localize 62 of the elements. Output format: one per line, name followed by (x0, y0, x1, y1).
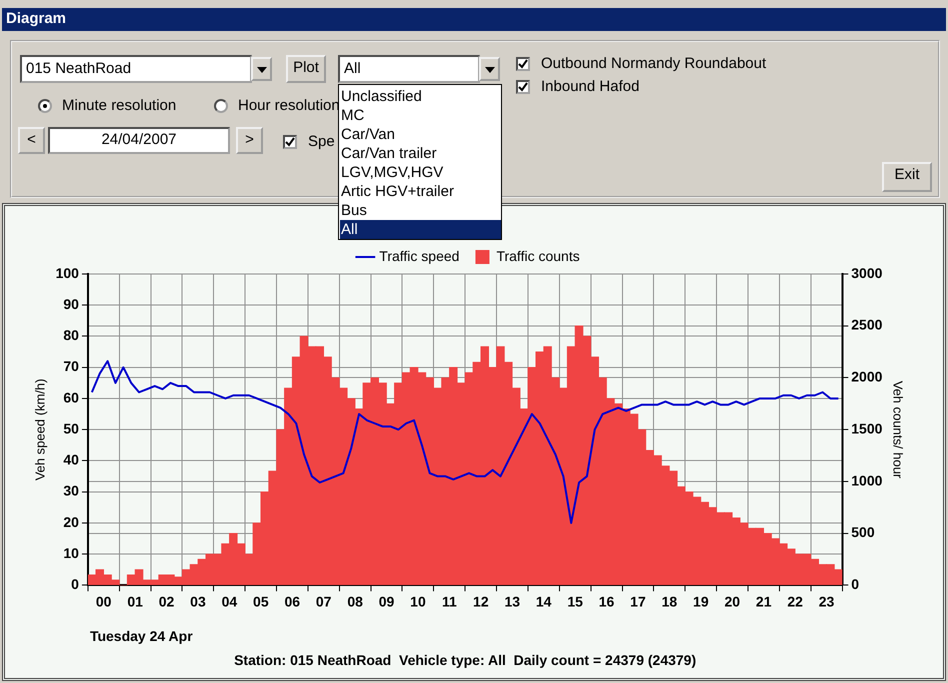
x-tick-label: 18 (662, 593, 678, 610)
x-tick-label: 21 (756, 593, 772, 610)
text: Diagram (2, 8, 946, 31)
y-tick-label: 90 (63, 296, 80, 312)
y2-axis-title: Veh counts/ hour (890, 380, 906, 480)
y-tick-label: 0 (71, 576, 80, 592)
text: Hour resolution (238, 96, 340, 116)
y-tick-label: 50 (63, 420, 80, 436)
x-tick-label: 23 (818, 593, 835, 610)
x-tick-label: 16 (598, 593, 615, 610)
y-axis-title: Veh speed (km/h) (32, 378, 48, 481)
x-tick-label: 12 (473, 593, 489, 610)
y-tick-label: 70 (63, 358, 80, 374)
text: Spe (308, 132, 335, 152)
x-tick-label: 09 (378, 593, 395, 610)
x-tick-label: 06 (284, 593, 300, 610)
x-tick-label: 04 (222, 593, 238, 610)
text: Minute resolution (62, 96, 176, 116)
text: All (338, 55, 480, 83)
legend-label: Traffic speed (379, 248, 460, 264)
x-tick-label: 07 (316, 593, 332, 610)
x-tick-label: 11 (442, 593, 457, 610)
y2-tick-label: 0 (851, 576, 860, 592)
x-tick-label: 01 (127, 593, 144, 610)
x-tick-label: 05 (253, 593, 269, 610)
y2-tick-label: 3000 (851, 264, 883, 281)
x-tick-label: 10 (410, 593, 426, 610)
text: > (236, 127, 263, 154)
y-tick-label: 20 (63, 514, 80, 530)
text: Plot (286, 55, 326, 83)
legend-label: Traffic counts (496, 248, 580, 264)
x-tick-label: 19 (693, 593, 709, 610)
y2-tick-label: 1000 (851, 472, 883, 488)
text: Outbound Normandy Roundabout (541, 54, 766, 74)
y-tick-label: 30 (63, 482, 80, 499)
y2-tick-label: 1500 (851, 420, 883, 436)
x-tick-label: 02 (158, 593, 175, 610)
y-tick-label: 40 (63, 452, 80, 468)
text: Exit (882, 162, 932, 192)
x-tick-label: 00 (96, 593, 112, 610)
x-tick-label: 15 (567, 593, 584, 610)
y-tick-label: 80 (63, 327, 80, 344)
y2-tick-label: 500 (851, 524, 875, 540)
x-tick-label: 22 (787, 593, 804, 610)
text: < (18, 127, 45, 154)
dropdown-menu: Unclassified MC Car/Van Car/Van trailer LGV,MGV,HGV Artic HGV+trailer Bus All (338, 84, 502, 240)
text: Station: 015 NeathRoad Vehicle type: All Daily count = 24379 (24379) (234, 652, 696, 668)
y-tick-label: 100 (56, 264, 80, 281)
y2-tick-label: 2000 (851, 368, 883, 385)
x-tick-label: 14 (536, 593, 552, 610)
y2-tick-label: 2500 (851, 316, 883, 333)
y-tick-label: 10 (63, 544, 80, 561)
x-tick-label: 17 (630, 593, 646, 610)
x-tick-label: 13 (504, 593, 520, 610)
text: 24/04/2007 (48, 127, 230, 154)
text: 015 NeathRoad (20, 55, 252, 83)
x-axis-title: Tuesday 24 Apr (90, 628, 194, 644)
text: Inbound Hafod (541, 77, 640, 97)
x-tick-label: 08 (347, 593, 364, 610)
y-tick-label: 60 (63, 389, 80, 406)
x-tick-label: 03 (190, 593, 206, 610)
x-tick-label: 20 (724, 593, 740, 610)
